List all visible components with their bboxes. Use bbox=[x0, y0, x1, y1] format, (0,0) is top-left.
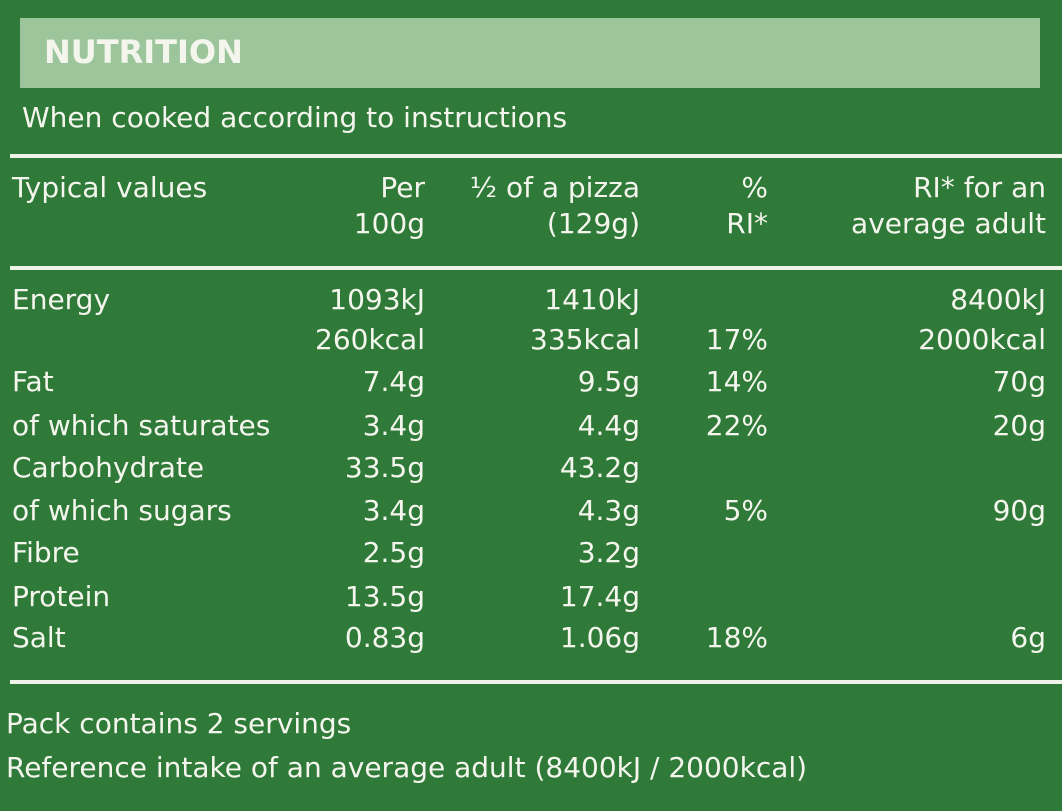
cell: 1.06g bbox=[559, 621, 640, 654]
row-label: of which sugars bbox=[12, 494, 232, 527]
cell: 7.4g bbox=[362, 365, 425, 398]
column-header: Typical values bbox=[12, 171, 208, 204]
column-header: RI* for an bbox=[913, 171, 1046, 204]
cell: 4.3g bbox=[577, 494, 640, 527]
cell: 90g bbox=[992, 494, 1046, 527]
cell: 17.4g bbox=[559, 580, 640, 613]
row-label: Salt bbox=[12, 621, 66, 654]
column-header: average adult bbox=[851, 207, 1046, 240]
divider bbox=[10, 680, 1062, 684]
row-label: Fat bbox=[12, 365, 54, 398]
cell: 2.5g bbox=[362, 536, 425, 569]
subtitle: When cooked according to instructions bbox=[22, 101, 568, 134]
column-header: ½ of a pizza bbox=[469, 171, 640, 204]
cell: 70g bbox=[992, 365, 1046, 398]
cell: 8400kJ bbox=[950, 283, 1046, 316]
row-label: Protein bbox=[12, 580, 111, 613]
column-header: 100g bbox=[353, 207, 425, 240]
divider bbox=[10, 154, 1062, 158]
cell: 3.4g bbox=[362, 494, 425, 527]
row-label: Energy bbox=[12, 283, 111, 316]
column-header: % bbox=[741, 171, 768, 204]
cell: 3.4g bbox=[362, 409, 425, 442]
cell: 9.5g bbox=[577, 365, 640, 398]
cell: 14% bbox=[705, 365, 768, 398]
cell: 3.2g bbox=[577, 536, 640, 569]
cell: 260kcal bbox=[315, 323, 425, 356]
divider bbox=[10, 266, 1062, 270]
cell: 2000kcal bbox=[918, 323, 1046, 356]
footer-note: Reference intake of an average adult (84… bbox=[6, 751, 808, 784]
column-header: RI* bbox=[726, 207, 768, 240]
column-header: (129g) bbox=[546, 207, 640, 240]
row-label: of which saturates bbox=[12, 409, 271, 442]
row-label: Carbohydrate bbox=[12, 451, 205, 484]
cell: 6g bbox=[1010, 621, 1046, 654]
cell: 18% bbox=[705, 621, 768, 654]
cell: 33.5g bbox=[344, 451, 425, 484]
cell: 5% bbox=[723, 494, 768, 527]
row-label: Fibre bbox=[12, 536, 80, 569]
cell: 13.5g bbox=[344, 580, 425, 613]
header-bar bbox=[20, 18, 1040, 88]
column-header: Per bbox=[380, 171, 425, 204]
cell: 17% bbox=[705, 323, 768, 356]
cell: 1093kJ bbox=[329, 283, 425, 316]
cell: 22% bbox=[705, 409, 768, 442]
cell: 4.4g bbox=[577, 409, 640, 442]
title: NUTRITION bbox=[44, 33, 243, 71]
cell: 1410kJ bbox=[544, 283, 640, 316]
footer-note: Pack contains 2 servings bbox=[6, 707, 352, 740]
cell: 335kcal bbox=[530, 323, 640, 356]
cell: 20g bbox=[992, 409, 1046, 442]
cell: 43.2g bbox=[559, 451, 640, 484]
cell: 0.83g bbox=[344, 621, 425, 654]
